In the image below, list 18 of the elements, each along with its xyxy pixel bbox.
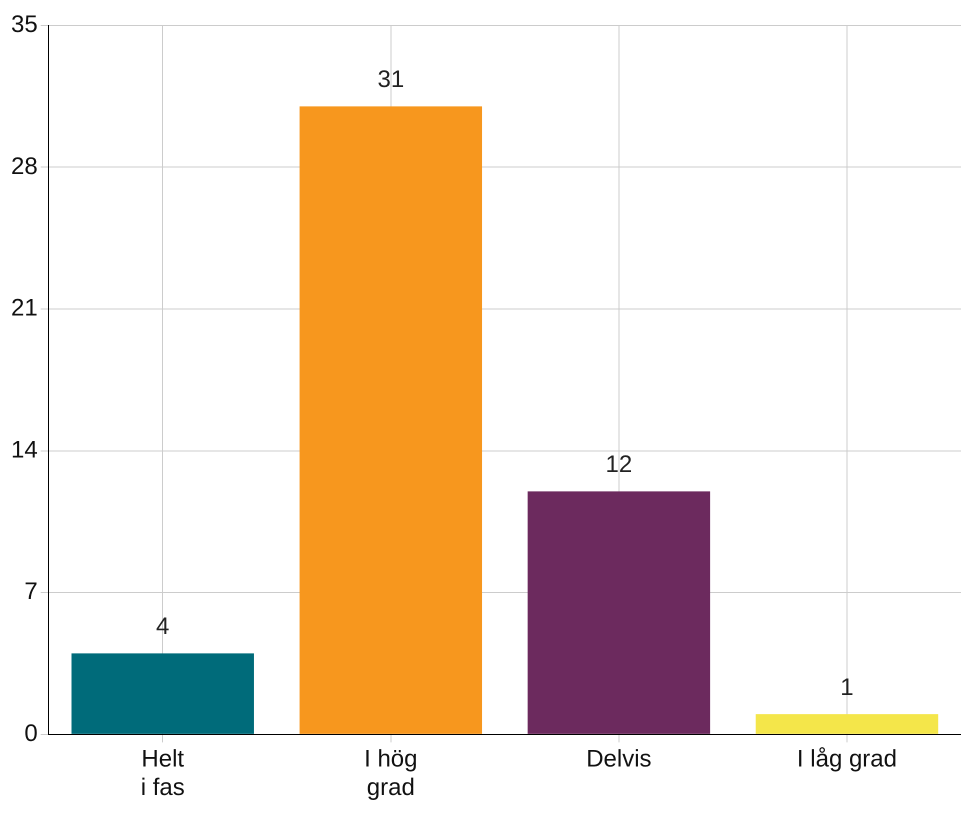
bar <box>756 714 938 734</box>
y-tick-label: 35 <box>10 11 38 38</box>
data-label: 12 <box>606 450 632 478</box>
y-tick-label: 21 <box>10 294 38 322</box>
y-tick-label: 0 <box>24 720 38 748</box>
y-tick-label: 7 <box>24 578 38 606</box>
x-tick-label: I låg grad <box>796 745 897 772</box>
x-tick-label: Helt i fas <box>140 745 185 802</box>
y-tick-label: 28 <box>10 152 38 180</box>
data-label: 1 <box>840 674 854 701</box>
x-tick-label: I hög grad <box>364 745 418 802</box>
data-label: 31 <box>377 66 404 94</box>
bar <box>300 106 482 734</box>
x-tick-label: Delvis <box>586 745 652 772</box>
bar <box>528 491 710 734</box>
y-tick-label: 14 <box>10 436 38 464</box>
data-label: 4 <box>156 612 170 640</box>
bar <box>72 653 254 734</box>
